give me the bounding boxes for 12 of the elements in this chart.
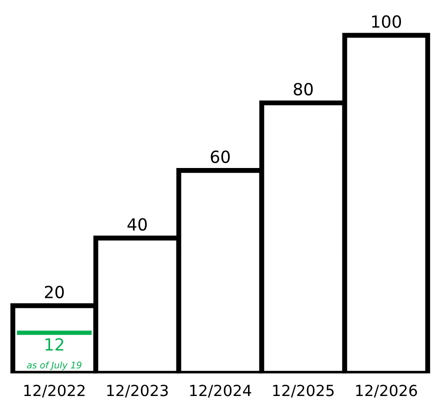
data-label: 80 — [294, 82, 313, 96]
ref-line-label: 12 — [46, 338, 64, 350]
data-label: 60 — [210, 150, 230, 164]
x-tick-label: 12/2026 — [356, 384, 417, 398]
x-tick-label: 12/2023 — [107, 384, 168, 398]
data-label: 100 — [372, 15, 401, 28]
x-tick-label: 12/2025 — [273, 384, 334, 398]
x-tick-label: 12/2022 — [24, 384, 85, 398]
annotation: as of July 19 — [27, 361, 82, 370]
data-label: 20 — [44, 286, 64, 298]
data-label: 40 — [127, 218, 147, 231]
x-tick-label: 12/2024 — [190, 384, 252, 398]
